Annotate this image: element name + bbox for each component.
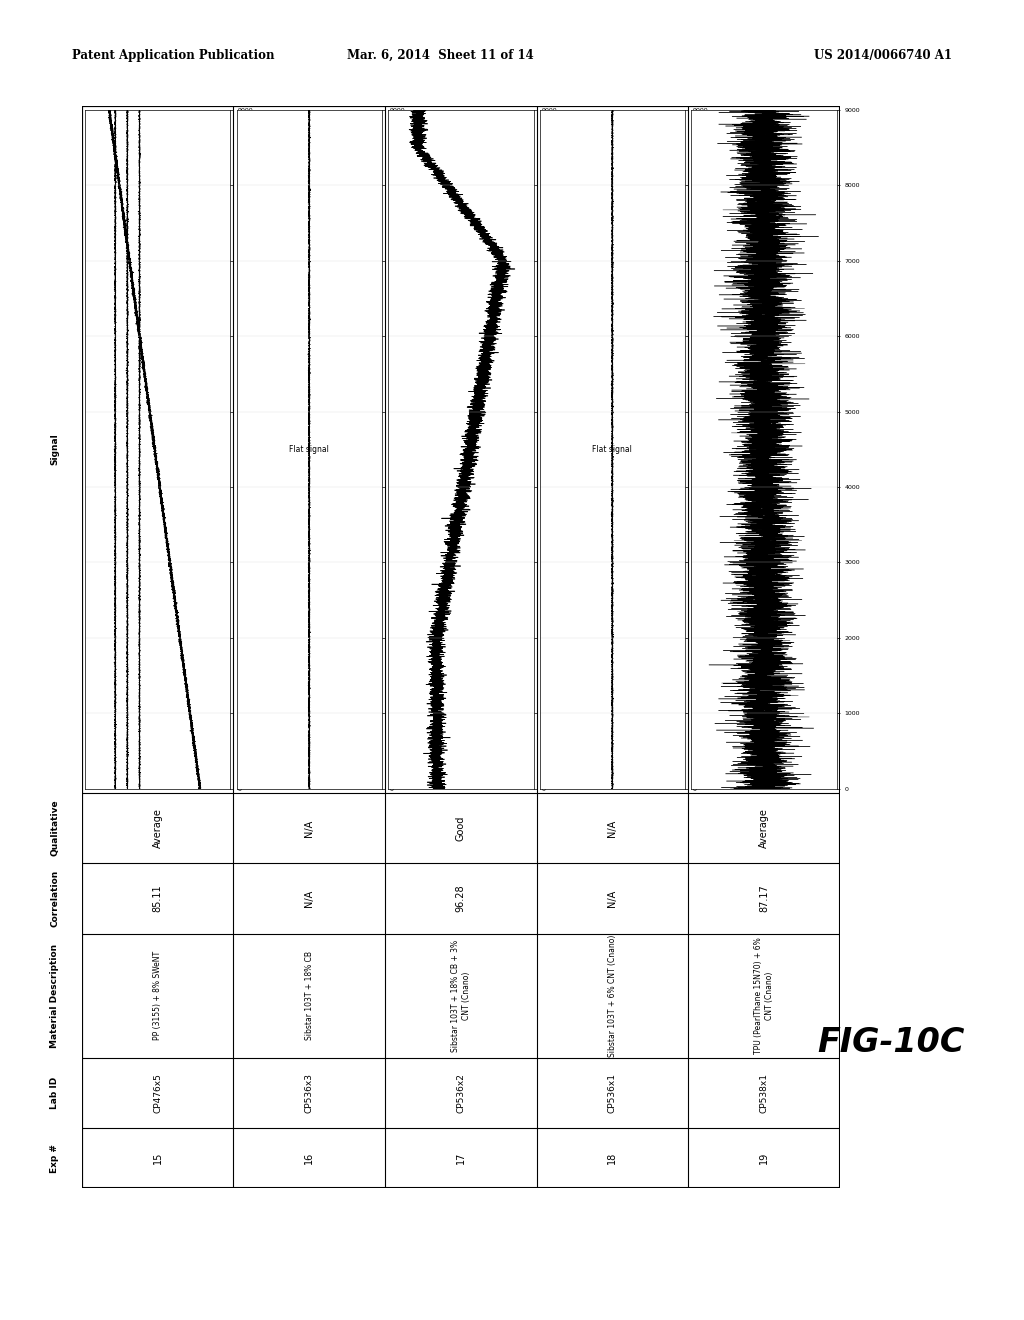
Text: N/A: N/A <box>304 890 314 907</box>
Text: 96.28: 96.28 <box>456 884 466 912</box>
Text: N/A: N/A <box>607 820 617 837</box>
Text: 19: 19 <box>759 1152 769 1164</box>
Text: Correlation: Correlation <box>50 870 59 927</box>
Text: 87.17: 87.17 <box>759 884 769 912</box>
Text: CP536x2: CP536x2 <box>457 1073 465 1113</box>
Text: FIG-10C: FIG-10C <box>817 1027 965 1059</box>
Text: CP538x1: CP538x1 <box>760 1073 768 1113</box>
Text: Material Description: Material Description <box>50 944 59 1048</box>
Text: Sibstar 103T + 18% CB: Sibstar 103T + 18% CB <box>305 952 313 1040</box>
Text: TPU (PearlThane 15N70) + 6%
CNT (Cnano): TPU (PearlThane 15N70) + 6% CNT (Cnano) <box>755 937 773 1055</box>
Text: N/A: N/A <box>304 820 314 837</box>
Text: CP476x5: CP476x5 <box>154 1073 162 1113</box>
Text: Qualitative: Qualitative <box>50 800 59 857</box>
Text: US 2014/0066740 A1: US 2014/0066740 A1 <box>814 49 952 62</box>
Text: CP536x1: CP536x1 <box>608 1073 616 1113</box>
Text: 17: 17 <box>456 1152 466 1164</box>
Text: Mar. 6, 2014  Sheet 11 of 14: Mar. 6, 2014 Sheet 11 of 14 <box>347 49 534 62</box>
Text: Good: Good <box>456 816 466 841</box>
Text: Sibstar 103T + 6% CNT (Cnano): Sibstar 103T + 6% CNT (Cnano) <box>608 935 616 1057</box>
Text: Flat signal: Flat signal <box>593 445 632 454</box>
Text: PP (3155) + 8% SWeNT: PP (3155) + 8% SWeNT <box>154 952 162 1040</box>
Text: Exp #: Exp # <box>50 1144 59 1172</box>
Text: CP536x3: CP536x3 <box>305 1073 313 1113</box>
Text: Average: Average <box>759 808 769 847</box>
Text: Lab ID: Lab ID <box>50 1077 59 1109</box>
Text: 15: 15 <box>153 1152 163 1164</box>
Text: Flat signal: Flat signal <box>290 445 329 454</box>
Text: Signal: Signal <box>50 433 59 465</box>
Text: Sibstar 103T + 18% CB + 3%
CNT (Cnano): Sibstar 103T + 18% CB + 3% CNT (Cnano) <box>452 940 470 1052</box>
Text: 85.11: 85.11 <box>153 884 163 912</box>
Text: 16: 16 <box>304 1152 314 1164</box>
Text: Patent Application Publication: Patent Application Publication <box>72 49 274 62</box>
Text: N/A: N/A <box>607 890 617 907</box>
Text: Average: Average <box>153 808 163 847</box>
Text: 18: 18 <box>607 1152 617 1164</box>
